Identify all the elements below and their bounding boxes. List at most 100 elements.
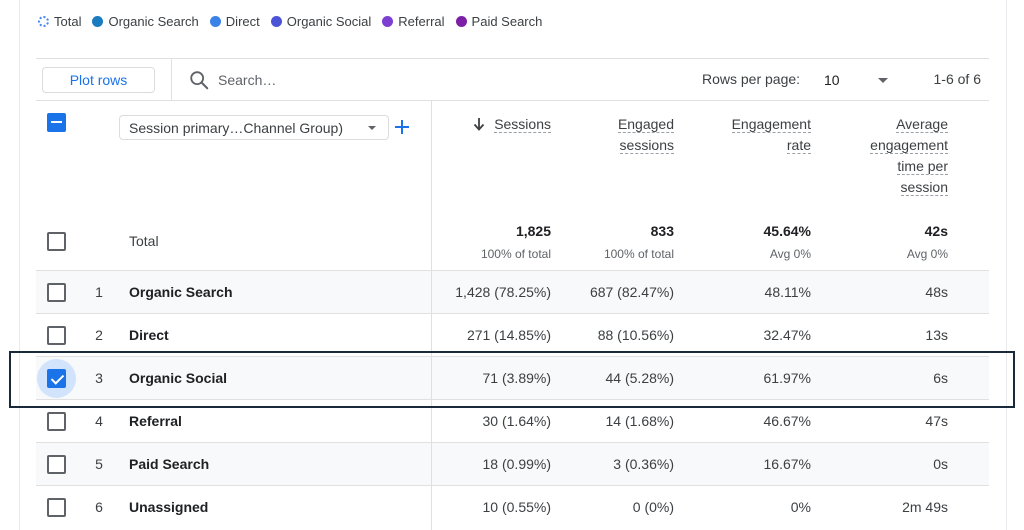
total-rate-sub: Avg 0% (769, 247, 811, 261)
row-sessions: 1,428 (78.25%) (455, 284, 551, 300)
pagination-range: 1-6 of 6 (933, 71, 981, 87)
header-sessions-line: Sessions (494, 116, 551, 133)
row-number: 3 (95, 370, 103, 386)
row-channel: Paid Search (129, 456, 210, 472)
row-number: 1 (95, 284, 103, 300)
dimension-select-value: Session primary…Channel Group) (129, 119, 343, 136)
legend-item-direct[interactable]: Direct (209, 13, 260, 29)
row-avg-time: 13s (925, 327, 948, 343)
legend-label: Organic Social (286, 13, 372, 29)
legend-label: Direct (225, 13, 260, 29)
search-icon[interactable] (188, 69, 210, 91)
rows-per-page-value: 10 (824, 72, 840, 88)
legend-dot-icon (270, 15, 282, 27)
row-channel: Unassigned (129, 499, 209, 515)
header-avg-line: time per (897, 158, 948, 175)
caret-down-icon (878, 77, 888, 83)
legend-dot-icon (455, 15, 467, 27)
header-engaged-line: sessions (619, 137, 674, 154)
select-all-checkbox[interactable] (47, 113, 66, 132)
legend-dot-icon (92, 15, 104, 27)
header-engaged-line: Engaged (617, 116, 674, 133)
row-sessions: 18 (0.99%) (482, 456, 551, 472)
total-engaged: 833 (650, 223, 674, 239)
row-checkbox[interactable] (47, 369, 66, 388)
header-rate-line: Engagement (731, 116, 811, 133)
header-avg-line: session (900, 179, 948, 196)
chart-legend: Total Organic Search Direct Organic Soci… (38, 13, 553, 29)
table-row[interactable]: 5 Paid Search 18 (0.99%) 3 (0.36%) 16.67… (36, 443, 989, 486)
row-checkbox[interactable] (47, 455, 66, 474)
legend-label: Referral (398, 13, 445, 29)
header-sessions[interactable]: Sessions (494, 114, 551, 135)
total-sessions: 1,825 (515, 223, 551, 239)
row-checkbox[interactable] (47, 283, 66, 302)
table-toolbar: Plot rows Rows per page: 10 1-6 of 6 (36, 58, 989, 101)
total-label: Total (129, 233, 159, 249)
search-input[interactable] (218, 69, 418, 91)
row-rate: 61.97% (763, 370, 811, 386)
legend-label: Total (54, 13, 82, 29)
row-rate: 46.67% (763, 413, 811, 429)
row-engaged: 14 (1.68%) (605, 413, 674, 429)
row-engaged: 3 (0.36%) (613, 456, 674, 472)
dimension-select[interactable]: Session primary…Channel Group) (119, 115, 389, 140)
row-avg-time: 0s (933, 456, 948, 472)
header-engagement-rate[interactable]: Engagement rate (731, 114, 811, 156)
header-avg-line: Average (896, 116, 948, 133)
legend-dot-icon (38, 15, 49, 27)
left-border (19, 0, 20, 530)
legend-item-total[interactable]: Total (38, 13, 81, 29)
table-header: Session primary…Channel Group) Sessions … (36, 101, 989, 271)
legend-item-paid-search[interactable]: Paid Search (455, 13, 542, 29)
header-rate-line: rate (786, 137, 811, 154)
total-rate: 45.64% (763, 223, 811, 239)
legend-item-organic-search[interactable]: Organic Search (92, 13, 199, 29)
legend-item-referral[interactable]: Referral (382, 13, 445, 29)
table-row[interactable]: 3 Organic Social 71 (3.89%) 44 (5.28%) 6… (36, 357, 989, 400)
arrow-down-icon[interactable] (473, 117, 485, 131)
row-rate: 48.11% (764, 284, 811, 300)
legend-dot-icon (209, 15, 221, 27)
row-engaged: 0 (0%) (632, 499, 674, 515)
row-avg-time: 47s (925, 413, 948, 429)
header-average-engagement-time[interactable]: Average engagement time per session (870, 114, 948, 198)
plus-icon[interactable] (394, 119, 410, 135)
row-rate: 16.67% (763, 456, 811, 472)
column-divider (431, 101, 432, 530)
row-engaged: 687 (82.47%) (589, 284, 674, 300)
row-number: 2 (95, 327, 103, 343)
row-avg-time: 6s (933, 370, 948, 386)
row-checkbox[interactable] (47, 412, 66, 431)
rows-per-page-label: Rows per page: (702, 71, 801, 87)
row-engaged: 88 (10.56%) (597, 327, 674, 343)
table-row[interactable]: 4 Referral 30 (1.64%) 14 (1.68%) 46.67% … (36, 400, 989, 443)
table-row[interactable]: 1 Organic Search 1,428 (78.25%) 687 (82.… (36, 271, 989, 314)
row-avg-time: 2m 49s (902, 499, 948, 515)
table-row[interactable]: 6 Unassigned 10 (0.55%) 0 (0%) 0% 2m 49s (36, 486, 989, 529)
row-sessions: 30 (1.64%) (482, 413, 551, 429)
table-row[interactable]: 2 Direct 271 (14.85%) 88 (10.56%) 32.47%… (36, 314, 989, 357)
plot-rows-button[interactable]: Plot rows (42, 67, 155, 93)
row-channel: Referral (129, 413, 182, 429)
total-row-checkbox[interactable] (47, 232, 66, 251)
row-rate: 32.47% (763, 327, 811, 343)
toolbar-divider (171, 58, 172, 101)
row-number: 4 (95, 413, 103, 429)
row-sessions: 10 (0.55%) (482, 499, 551, 515)
row-channel: Organic Social (129, 370, 228, 386)
caret-down-icon (368, 125, 376, 130)
row-sessions: 71 (3.89%) (482, 370, 551, 386)
legend-item-organic-social[interactable]: Organic Social (270, 13, 372, 29)
legend-label: Organic Search (108, 13, 199, 29)
row-rate: 0% (790, 499, 811, 515)
row-checkbox[interactable] (47, 326, 66, 345)
rows-per-page-select[interactable]: 10 (824, 67, 890, 93)
total-sessions-sub: 100% of total (480, 247, 551, 261)
row-checkbox[interactable] (47, 498, 66, 517)
row-engaged: 44 (5.28%) (605, 370, 674, 386)
row-avg-time: 48s (925, 284, 948, 300)
header-engaged-sessions[interactable]: Engaged sessions (617, 114, 674, 156)
row-channel: Organic Search (129, 284, 233, 300)
total-engaged-sub: 100% of total (603, 247, 674, 261)
